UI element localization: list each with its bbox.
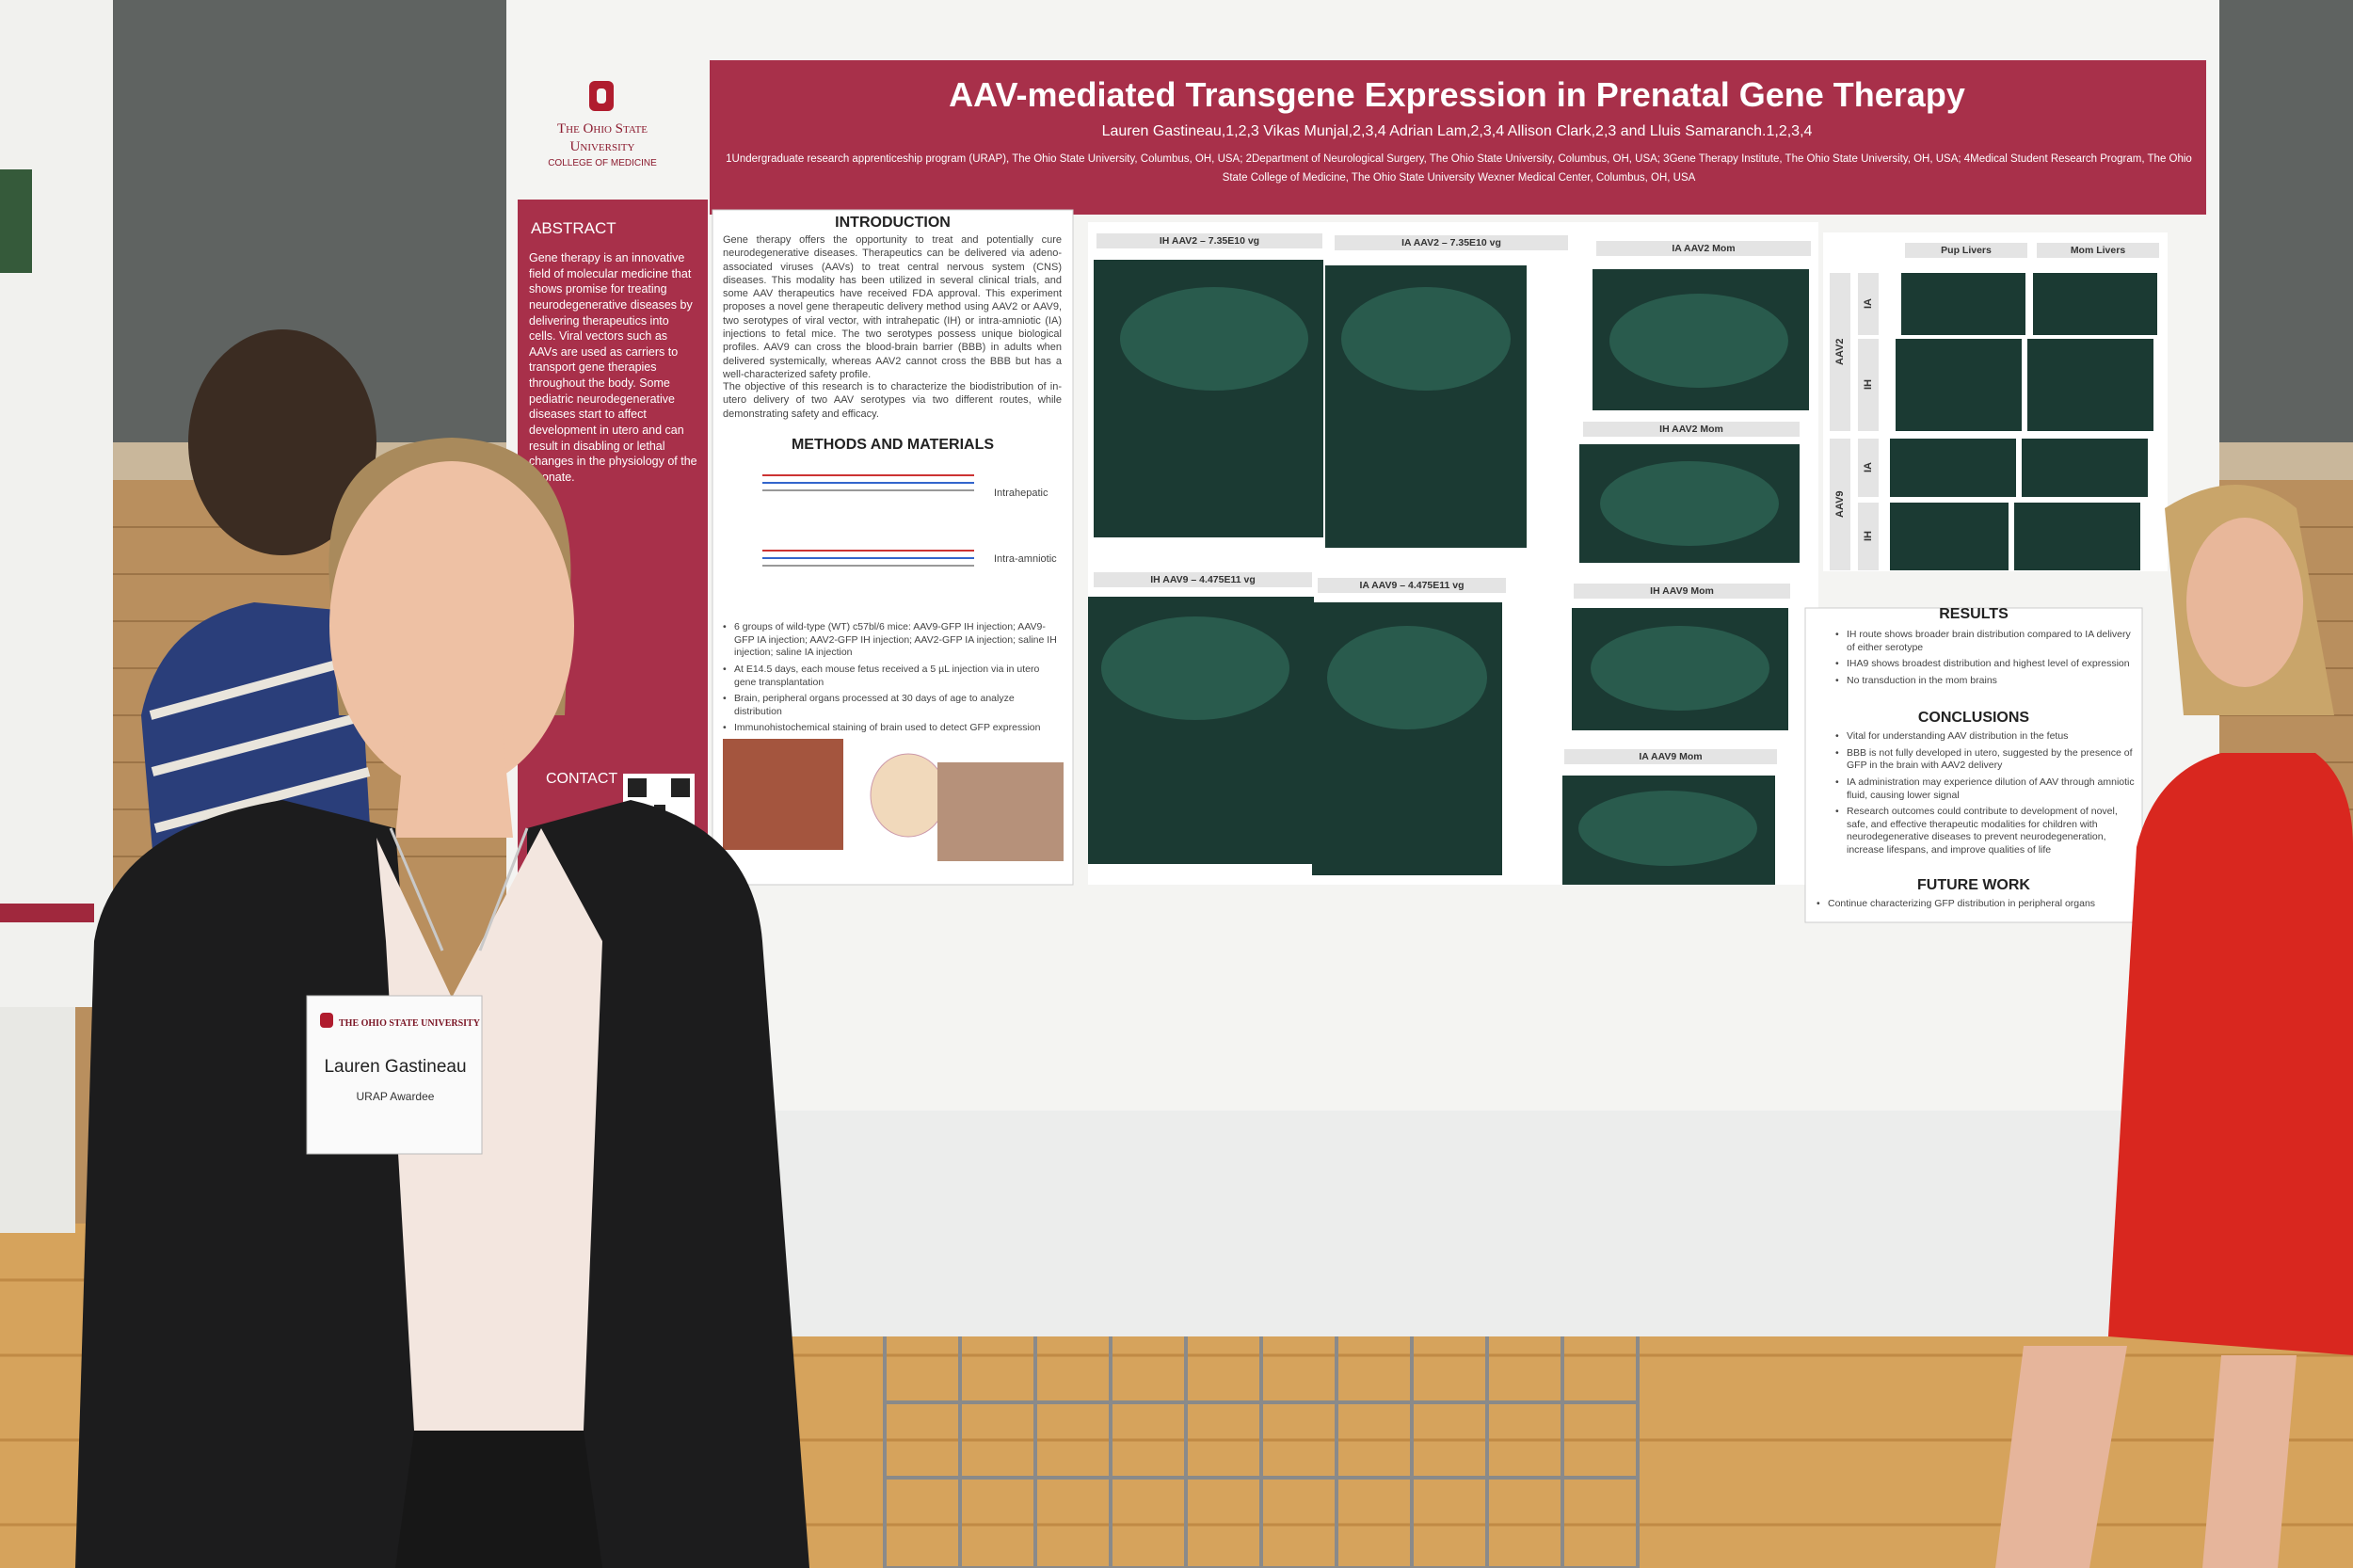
liver-column-label: Mom Livers	[2037, 243, 2159, 258]
liver-images	[1890, 273, 2157, 570]
person-face	[329, 461, 574, 791]
authors: Lauren Gastineau,1,2,3 Vikas Munjal,2,3,…	[1101, 123, 1813, 139]
poster-board-lower	[772, 1111, 2146, 1336]
conclusions-heading: CONCLUSIONS	[1917, 710, 2030, 726]
contact-heading: CONTACT	[546, 771, 618, 787]
intro-paragraph: Gene therapy offers the opportunity to t…	[723, 234, 1062, 380]
bullet: At E14.5 days, each mouse fetus received…	[723, 664, 1062, 689]
panel-label: IA AAV2 – 7.35E10 vg	[1335, 235, 1568, 250]
bullet: BBB is not fully developed in utero, sug…	[1835, 747, 2137, 773]
route-label: Intra-amniotic	[994, 553, 1057, 565]
bullet: Continue characterizing GFP distribution…	[1817, 898, 2137, 911]
bullet: 6 groups of wild-type (WT) c57bl/6 mice:…	[723, 621, 1062, 660]
results-list: IH route shows broader brain distributio…	[1835, 629, 2137, 692]
intro-heading: INTRODUCTION	[835, 215, 951, 231]
panel-label: IA AAV9 Mom	[1564, 749, 1777, 764]
bullet: Brain, peripheral organs processed at 30…	[723, 693, 1062, 718]
affiliation-line: 1Undergraduate research apprenticeship p…	[726, 153, 2192, 165]
person-legs	[2202, 1355, 2297, 1568]
route-label: Intrahepatic	[994, 488, 1048, 499]
methods-heading: METHODS AND MATERIALS	[791, 437, 995, 453]
jacket-left	[75, 800, 452, 1568]
panel-label: IH AAV9 Mom	[1574, 584, 1790, 599]
panel-label: IH AAV9 – 4.475E11 vg	[1094, 572, 1312, 587]
badge-name: Lauren Gastineau	[324, 1057, 467, 1077]
bullet: Research outcomes could contribute to de…	[1835, 806, 2137, 857]
tissue-sections	[1101, 287, 1788, 866]
bullet: IHA9 shows broadest distribution and hig…	[1835, 658, 2137, 671]
left-poster-image	[0, 169, 32, 273]
person-legs	[1995, 1346, 2127, 1568]
bullet: No transduction in the mom brains	[1835, 675, 2137, 688]
osu-logo-inner	[597, 88, 606, 104]
panel-label: IA AAV2 Mom	[1596, 241, 1811, 256]
liver-column-label: Pup Livers	[1905, 243, 2027, 258]
name-badge	[306, 995, 483, 1155]
abstract-text: Gene therapy is an innovative field of m…	[529, 251, 697, 484]
blouse	[376, 828, 602, 1431]
badge-role: URAP Awardee	[356, 1090, 435, 1103]
badge-logo	[320, 1013, 333, 1028]
injection-photo	[937, 762, 1064, 861]
left-poster	[0, 0, 113, 1007]
skirt	[395, 1431, 602, 1568]
affiliations: 1Undergraduate research apprenticeship p…	[725, 151, 2193, 187]
college: College of Medicine	[548, 158, 657, 168]
panel-label: IH AAV2 – 7.35E10 vg	[1096, 233, 1322, 248]
intro-objective: The objective of this research is to cha…	[723, 381, 1062, 420]
person-face	[2186, 518, 2303, 687]
surgery-photo	[723, 739, 843, 850]
title-banner	[710, 60, 2206, 215]
necklace	[389, 827, 529, 952]
bullet: IH route shows broader brain distributio…	[1835, 629, 2137, 654]
bullet: IA administration may experience dilutio…	[1835, 776, 2137, 802]
left-poster-band	[0, 904, 94, 922]
timeline	[762, 474, 974, 567]
institution: The Ohio State University	[556, 121, 648, 154]
conclusions-list: Vital for understanding AAV distribution…	[1835, 730, 2137, 861]
future-work-heading: FUTURE WORK	[1917, 877, 2030, 893]
person-hair	[188, 329, 376, 555]
bullet: Vital for understanding AAV distribution…	[1835, 730, 2137, 744]
bullet: Immunohistochemical staining of brain us…	[723, 722, 1062, 735]
poster-title: AAV-mediated Transgene Expression in Pre…	[949, 75, 1965, 114]
future-work-list: Continue characterizing GFP distribution…	[1817, 898, 2137, 915]
left-poster-lower	[0, 1007, 75, 1233]
person-neck	[395, 715, 513, 838]
panel-label: IH AAV2 Mom	[1583, 422, 1800, 437]
badge-university: The Ohio State University	[339, 1018, 480, 1029]
panel-label: IA AAV9 – 4.475E11 vg	[1318, 578, 1506, 593]
red-dress	[2108, 753, 2353, 1355]
abstract-heading: ABSTRACT	[531, 219, 616, 237]
methods-list: 6 groups of wild-type (WT) c57bl/6 mice:…	[723, 621, 1062, 739]
affiliation-line: State College of Medicine, The Ohio Stat…	[1222, 171, 1696, 184]
results-heading: RESULTS	[1939, 606, 2009, 622]
